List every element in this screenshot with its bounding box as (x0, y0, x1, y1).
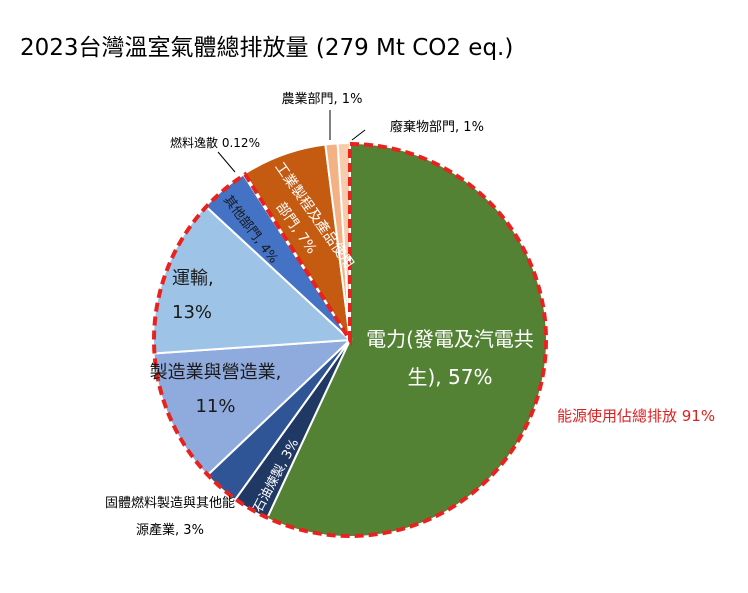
data-label: 製造業與營造業, 11% (149, 362, 282, 417)
data-label: 電力(發電及汽電共生), 57% (366, 327, 534, 389)
data-label: 燃料逸散 0.12% (170, 136, 260, 150)
energy-outline (152, 141, 548, 538)
data-label: 運輸, 13% (172, 268, 214, 323)
data-label: 農業部門, 1% (281, 92, 363, 107)
pie-slice (336, 141, 351, 341)
leader-line (351, 129, 366, 141)
leader-line (217, 151, 236, 173)
data-label: 固體燃料製造與其他能源產業, 3% (104, 496, 235, 538)
annotation: 能源使用佔總排放 91% (557, 407, 716, 425)
data-label: 廢棄物部門, 1% (390, 120, 484, 135)
chart-title: 2023台灣溫室氣體總排放量 (279 Mt CO2 eq.) (20, 35, 514, 61)
